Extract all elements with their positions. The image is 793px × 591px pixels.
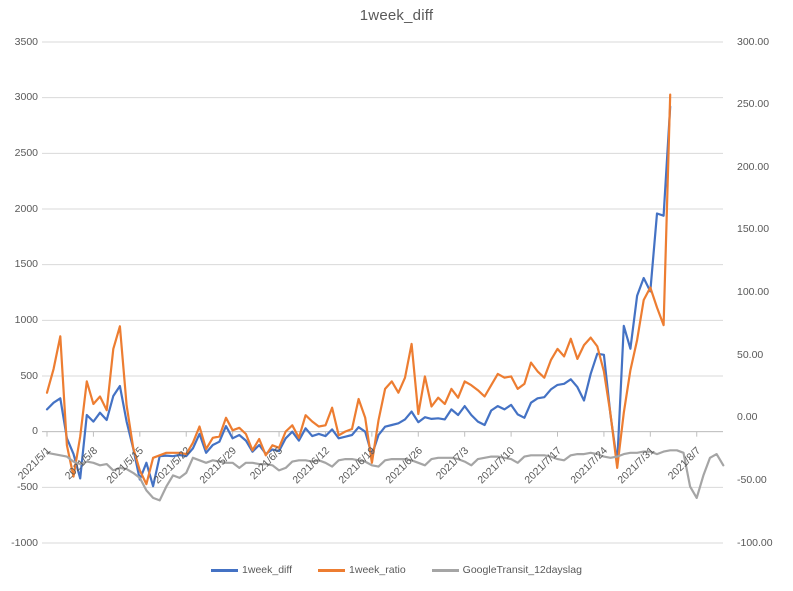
y-left-tick-label: 1500 <box>14 258 38 271</box>
legend-item-1week_diff[interactable]: 1week_diff <box>211 564 292 576</box>
y-right-tick-label: 0.00 <box>737 411 758 424</box>
y-right-tick-label: 300.00 <box>737 35 770 48</box>
legend-swatch-1week_ratio <box>318 568 346 572</box>
y-left-tick-label: 2500 <box>14 146 38 159</box>
y-left-tick-label: 1000 <box>14 313 38 326</box>
legend-item-GoogleTransit_12dayslag[interactable]: GoogleTransit_12dayslag <box>431 564 582 576</box>
y-right-tick-label: 200.00 <box>737 160 770 173</box>
y-left-tick-label: -1000 <box>11 536 38 549</box>
chart-title[interactable]: 1week_diff <box>359 7 434 24</box>
y-left-tick-label: -500 <box>16 480 38 493</box>
legend-item-1week_ratio[interactable]: 1week_ratio <box>318 564 406 576</box>
legend: 1week_diff 1week_ratio GoogleTransit_12d… <box>0 564 793 576</box>
y-right-tick-label: -50.00 <box>737 473 767 486</box>
y-right-tick-label: -100.00 <box>737 536 773 549</box>
y-right-tick-label: 100.00 <box>737 286 770 298</box>
y-left-tick-label: 3500 <box>14 35 38 48</box>
series-line-GoogleTransit_12dayslag[interactable] <box>45 449 725 502</box>
y-right-tick-label: 250.00 <box>737 98 770 111</box>
y-right-tick-label: 50.00 <box>737 348 764 361</box>
y-left-tick-label: 3000 <box>14 91 38 104</box>
y-left-tick-label: 2000 <box>14 202 38 215</box>
legend-label-1week_ratio: 1week_ratio <box>349 564 406 576</box>
legend-swatch-GoogleTransit_12dayslag <box>431 568 459 572</box>
y-right-tick-label: 150.00 <box>737 223 770 236</box>
series-line-1week_diff[interactable] <box>45 105 672 488</box>
series-line-1week_ratio[interactable] <box>45 93 672 486</box>
y-left-tick-label: 0 <box>32 425 38 438</box>
legend-label-GoogleTransit_12dayslag: GoogleTransit_12dayslag <box>462 564 582 576</box>
y-left-tick-label: 500 <box>20 369 38 382</box>
legend-label-1week_diff: 1week_diff <box>242 564 293 576</box>
legend-swatch-1week_diff <box>211 568 239 572</box>
